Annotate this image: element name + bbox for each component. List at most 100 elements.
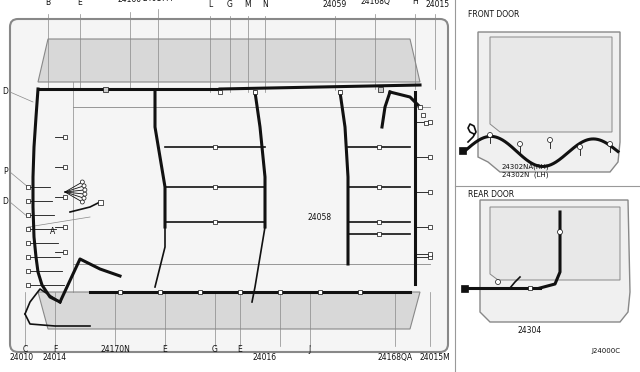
Bar	[102, 87, 108, 92]
Bar	[428, 155, 432, 159]
Text: C: C	[22, 345, 28, 354]
Polygon shape	[490, 207, 620, 280]
Bar	[63, 165, 67, 169]
Circle shape	[81, 200, 84, 204]
Bar	[528, 286, 532, 290]
Bar	[421, 113, 425, 117]
Bar	[26, 241, 30, 245]
FancyBboxPatch shape	[10, 19, 448, 352]
Circle shape	[488, 132, 493, 138]
Text: 24058: 24058	[308, 212, 332, 221]
Text: E: E	[237, 345, 243, 354]
Bar	[428, 190, 432, 194]
Circle shape	[577, 144, 582, 150]
Text: D: D	[2, 198, 8, 206]
Circle shape	[547, 138, 552, 142]
Circle shape	[83, 192, 87, 196]
Bar	[63, 195, 67, 199]
Text: 24302N  (LH): 24302N (LH)	[502, 172, 548, 179]
Text: FRONT DOOR: FRONT DOOR	[468, 10, 520, 19]
Text: 24304: 24304	[518, 326, 542, 335]
Text: E: E	[163, 345, 168, 354]
Bar	[428, 252, 432, 256]
Bar	[213, 145, 217, 149]
Bar	[378, 87, 383, 92]
Bar	[253, 90, 257, 94]
Polygon shape	[478, 32, 620, 172]
Bar	[377, 145, 381, 149]
Text: G: G	[212, 345, 218, 354]
Text: 24016: 24016	[253, 353, 277, 362]
Text: 24302NA(RH): 24302NA(RH)	[501, 164, 549, 170]
Bar	[26, 213, 30, 217]
Bar	[26, 227, 30, 231]
Text: 24168QA: 24168QA	[378, 353, 413, 362]
Bar	[424, 121, 428, 125]
Text: G: G	[227, 0, 233, 9]
Bar	[63, 250, 67, 254]
Bar	[377, 185, 381, 189]
Bar	[418, 105, 422, 109]
Circle shape	[83, 188, 87, 192]
Bar	[213, 220, 217, 224]
Bar	[26, 283, 30, 287]
Polygon shape	[490, 37, 612, 132]
Bar	[97, 199, 102, 205]
Circle shape	[82, 184, 86, 188]
Circle shape	[518, 141, 522, 147]
Text: D: D	[2, 87, 8, 96]
Text: P: P	[3, 167, 8, 176]
Circle shape	[607, 141, 612, 147]
Bar	[428, 120, 432, 124]
Text: 24017M: 24017M	[143, 0, 173, 3]
Text: REAR DOOR: REAR DOOR	[468, 190, 514, 199]
Bar	[213, 185, 217, 189]
Text: 24170N: 24170N	[100, 345, 130, 354]
Bar	[26, 199, 30, 203]
Bar	[461, 285, 467, 292]
Bar	[26, 185, 30, 189]
Bar	[158, 290, 162, 294]
Bar	[63, 135, 67, 139]
Bar	[338, 90, 342, 94]
Text: L: L	[208, 0, 212, 9]
Bar	[428, 255, 432, 259]
Bar	[238, 290, 242, 294]
Text: J: J	[309, 345, 311, 354]
Polygon shape	[38, 39, 420, 82]
Bar	[218, 90, 222, 94]
Text: 24015: 24015	[426, 0, 450, 9]
Text: B: B	[45, 0, 51, 7]
Text: M: M	[244, 0, 252, 9]
Bar	[26, 269, 30, 273]
Bar	[377, 220, 381, 224]
Bar	[118, 290, 122, 294]
Bar	[198, 290, 202, 294]
Circle shape	[557, 230, 563, 234]
Bar	[278, 290, 282, 294]
Text: N: N	[262, 0, 268, 9]
Text: H: H	[412, 0, 418, 6]
Circle shape	[82, 196, 86, 200]
Bar	[428, 225, 432, 229]
Bar	[358, 290, 362, 294]
Text: 24059: 24059	[323, 0, 347, 9]
Circle shape	[81, 180, 84, 184]
Text: 24160: 24160	[118, 0, 142, 4]
Circle shape	[495, 279, 500, 285]
Text: 24014: 24014	[43, 353, 67, 362]
Bar	[63, 225, 67, 229]
Bar	[458, 147, 465, 154]
Text: 24168Q: 24168Q	[360, 0, 390, 6]
Text: 24010: 24010	[10, 353, 34, 362]
Text: F: F	[53, 345, 57, 354]
Text: A: A	[50, 228, 55, 237]
Bar	[26, 255, 30, 259]
Polygon shape	[480, 200, 630, 322]
Text: J24000C: J24000C	[591, 348, 620, 354]
Bar	[318, 290, 322, 294]
Polygon shape	[38, 292, 420, 329]
Bar	[377, 232, 381, 236]
Text: E: E	[77, 0, 83, 7]
Text: 24015M: 24015M	[420, 353, 451, 362]
